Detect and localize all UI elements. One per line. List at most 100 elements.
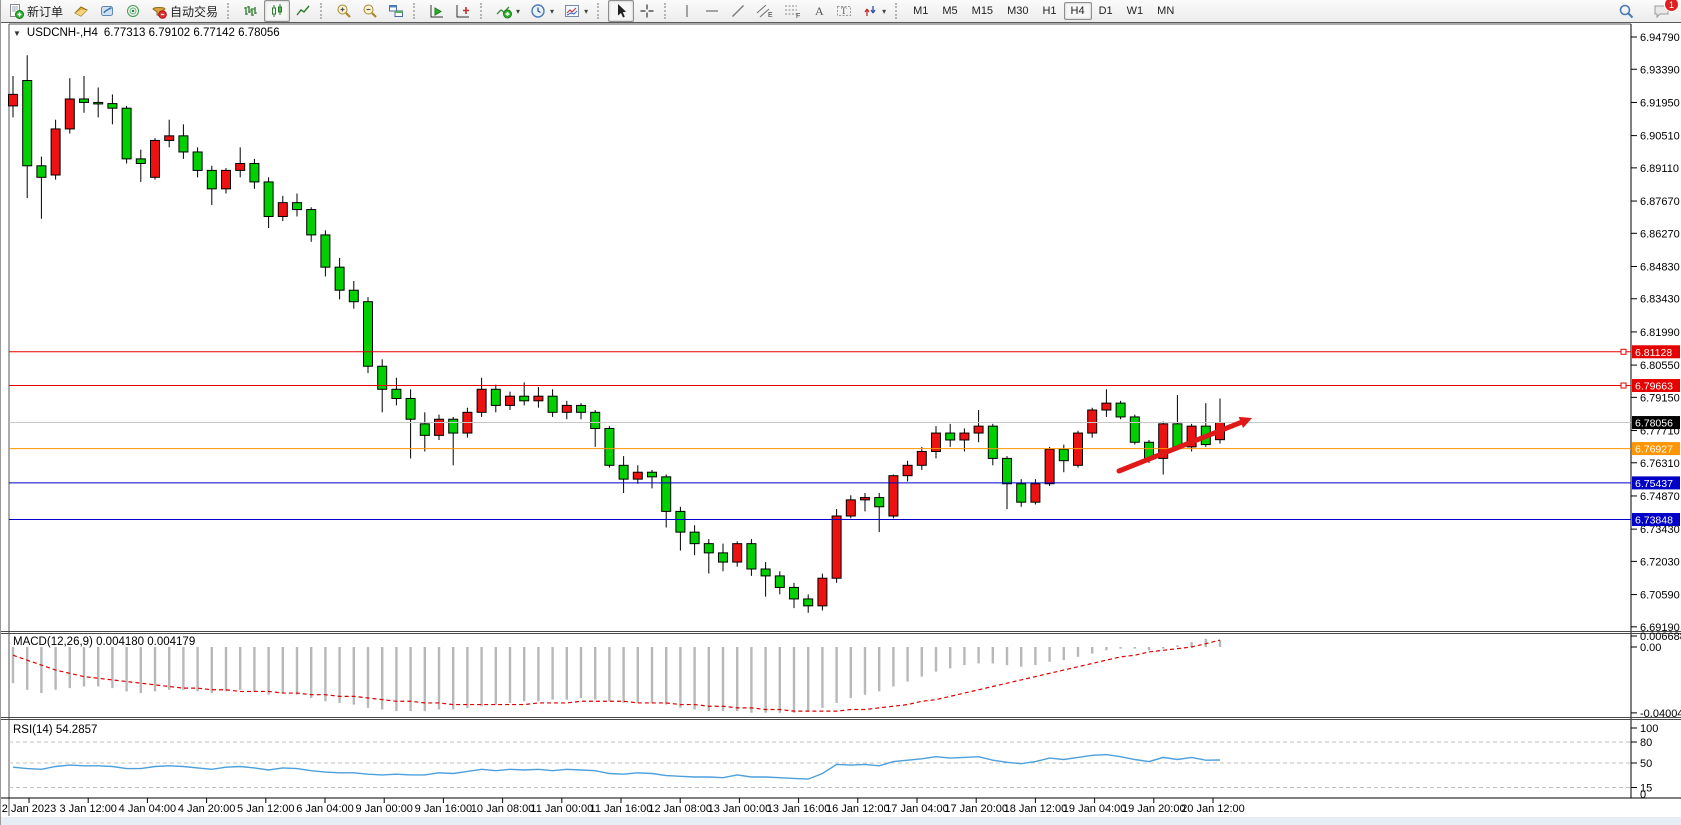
- rsi-indicator-label: RSI(14) 54.2857: [13, 724, 98, 736]
- svg-text:9 Jan 16:00: 9 Jan 16:00: [415, 803, 473, 815]
- svg-text:0.006688: 0.006688: [1640, 631, 1681, 643]
- autotrading-button[interactable]: 自动交易: [146, 0, 223, 22]
- svg-text:17 Jan 20:00: 17 Jan 20:00: [944, 803, 1008, 815]
- svg-text:0: 0: [1640, 789, 1646, 801]
- arrows-button[interactable]: ▾: [857, 0, 891, 22]
- zoom-out-button[interactable]: [357, 0, 383, 22]
- toolbar-group-cursor: [606, 0, 662, 22]
- timeframe-W1[interactable]: W1: [1120, 2, 1151, 20]
- new-order-button[interactable]: 新订单: [3, 0, 68, 22]
- toolbar-group-chart-type: [236, 0, 318, 22]
- signals-button[interactable]: [120, 0, 146, 22]
- svg-text:17 Jan 04:00: 17 Jan 04:00: [885, 803, 949, 815]
- toolbar-group-scroll: [422, 0, 478, 22]
- signal-icon: [125, 3, 141, 19]
- toolbar-separator: [320, 3, 327, 19]
- equidistant-channel-button[interactable]: E: [751, 0, 779, 22]
- svg-text:6.80550: 6.80550: [1640, 360, 1680, 372]
- candles-layer: [8, 55, 1225, 613]
- svg-text:13 Jan 16:00: 13 Jan 16:00: [767, 803, 831, 815]
- templates-button[interactable]: ▾: [559, 0, 593, 22]
- timeframe-H1[interactable]: H1: [1035, 2, 1063, 20]
- market-watch-button[interactable]: [68, 0, 94, 22]
- svg-text:6.91950: 6.91950: [1640, 97, 1680, 109]
- text-label-icon: T: [836, 3, 852, 19]
- toolbar-group-dropdowns: ▾ ▾ ▾: [489, 0, 595, 22]
- trendline-button[interactable]: [725, 0, 751, 22]
- svg-text:10 Jan 08:00: 10 Jan 08:00: [471, 803, 535, 815]
- toolbar-separator: [227, 3, 234, 19]
- clock-icon: [530, 3, 546, 19]
- horizontal-line-icon: [704, 3, 720, 19]
- vertical-line-button[interactable]: [675, 0, 699, 22]
- cursor-button[interactable]: [608, 0, 635, 22]
- svg-text:4 Jan 20:00: 4 Jan 20:00: [178, 803, 236, 815]
- toolbar-separator: [413, 3, 420, 19]
- data-window-icon: [99, 3, 115, 19]
- svg-text:50: 50: [1640, 758, 1652, 770]
- bar-chart-button[interactable]: [238, 0, 264, 22]
- svg-text:12 Jan 08:00: 12 Jan 08:00: [648, 803, 712, 815]
- svg-text:6.76310: 6.76310: [1640, 458, 1680, 470]
- timeframe-MN[interactable]: MN: [1150, 2, 1181, 20]
- svg-text:6.81128: 6.81128: [1635, 347, 1672, 359]
- svg-text:20 Jan 12:00: 20 Jan 12:00: [1181, 803, 1245, 815]
- svg-text:F: F: [796, 13, 800, 19]
- chart-title: ▼ USDCNH-,H4 6.77313 6.79102 6.77142 6.7…: [13, 27, 280, 39]
- chat-button[interactable]: 1: [1648, 0, 1679, 22]
- timeframe-M15[interactable]: M15: [965, 2, 1000, 20]
- crosshair-icon: [639, 3, 655, 19]
- zoom-in-button[interactable]: [331, 0, 357, 22]
- svg-text:4 Jan 04:00: 4 Jan 04:00: [119, 803, 177, 815]
- trend-arrow-annotation[interactable]: [1116, 416, 1252, 474]
- zoom-out-icon: [362, 3, 378, 19]
- arrows-icon: [862, 3, 878, 19]
- svg-text:15: 15: [1640, 783, 1652, 795]
- auto-scroll-button[interactable]: [424, 0, 450, 22]
- chevron-down-icon: ▾: [584, 6, 589, 16]
- line-chart-button[interactable]: [290, 0, 316, 22]
- text-label-button[interactable]: T: [831, 0, 857, 22]
- svg-text:6 Jan 04:00: 6 Jan 04:00: [296, 803, 354, 815]
- crosshair-button[interactable]: [634, 0, 660, 22]
- svg-text:6.70590: 6.70590: [1640, 590, 1680, 602]
- svg-text:5 Jan 12:00: 5 Jan 12:00: [237, 803, 295, 815]
- level-lines[interactable]: 6.81128 6.79663 6.78056 6.76927 6.75437 6.738…: [9, 345, 1680, 527]
- candlestick-chart-button[interactable]: [264, 0, 291, 22]
- market-watch-icon: [73, 3, 89, 19]
- line-chart-icon: [295, 3, 311, 19]
- timeframe-group: M1 M5 M15 M30 H1 H4 D1 W1 MN: [904, 0, 1183, 22]
- price-axis[interactable]: 6.94790 6.93390 6.91950 6.90510 6.89110 6.876…: [1631, 32, 1680, 634]
- svg-text:18 Jan 12:00: 18 Jan 12:00: [1004, 803, 1068, 815]
- svg-text:6.69190: 6.69190: [1640, 622, 1680, 634]
- tile-windows-button[interactable]: [383, 0, 409, 22]
- toolbar-group-objects: E F A T ▾: [673, 0, 893, 22]
- data-window-button[interactable]: [94, 0, 120, 22]
- one-click-trading-toggle[interactable]: ▼: [13, 28, 21, 38]
- svg-text:6.81990: 6.81990: [1640, 327, 1680, 339]
- periods-button[interactable]: ▾: [525, 0, 559, 22]
- vertical-line-icon: [680, 3, 694, 19]
- horizontal-line-button[interactable]: [699, 0, 725, 22]
- equidistant-channel-icon: E: [756, 3, 774, 19]
- autotrading-icon: [151, 3, 167, 19]
- timeframe-H4[interactable]: H4: [1063, 2, 1092, 20]
- svg-text:6.79150: 6.79150: [1640, 392, 1680, 404]
- chart-shift-button[interactable]: [450, 0, 476, 22]
- timeframe-D1[interactable]: D1: [1092, 2, 1120, 20]
- chart-ohlc-values: 6.77313 6.79102 6.77142 6.78056: [103, 27, 280, 39]
- text-button[interactable]: A: [807, 0, 831, 22]
- svg-text:19 Jan 04:00: 19 Jan 04:00: [1063, 803, 1127, 815]
- timeframe-M5[interactable]: M5: [935, 2, 964, 20]
- indicators-button[interactable]: ▾: [491, 0, 525, 22]
- search-button[interactable]: [1613, 0, 1640, 22]
- rsi-panel: 100 80 50 150: [9, 723, 1658, 801]
- timeframe-M30[interactable]: M30: [1000, 2, 1035, 20]
- trendline-icon: [730, 3, 746, 19]
- toolbar-separator: [664, 3, 671, 19]
- timeframe-M1[interactable]: M1: [906, 2, 935, 20]
- svg-text:2 Jan 2023: 2 Jan 2023: [2, 803, 56, 815]
- fibonacci-button[interactable]: F: [779, 0, 807, 22]
- time-axis[interactable]: 2 Jan 2023 3 Jan 12:00 4 Jan 04:00 4 Jan 20…: [2, 798, 1245, 815]
